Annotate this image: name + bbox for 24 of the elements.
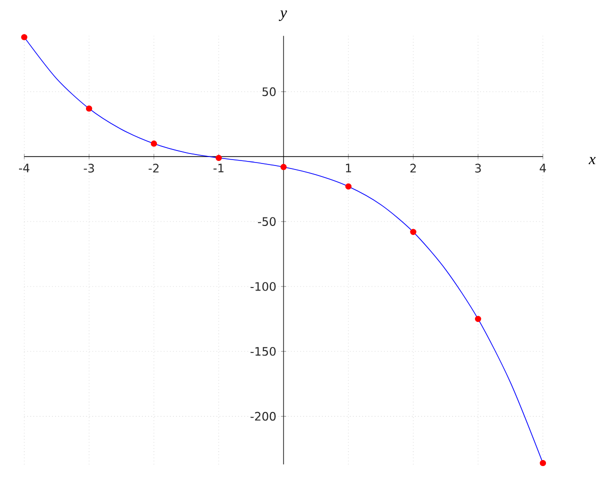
y-tick-label: -100 — [250, 282, 276, 292]
point — [540, 460, 546, 466]
x-tick-label: 4 — [540, 164, 546, 172]
point — [474, 316, 482, 322]
x-tick-label: 1 — [346, 164, 352, 172]
x-tick-label: -2 — [148, 164, 159, 173]
x-axis-title: x — [588, 157, 596, 164]
point — [345, 184, 352, 190]
x-tick-label: -1 — [214, 164, 224, 172]
point — [280, 164, 287, 170]
point — [86, 106, 92, 112]
y-tick-label: -50 — [258, 217, 276, 226]
point — [410, 228, 416, 236]
y-tick-label: -150 — [250, 347, 276, 356]
y-tick-label: -200 — [250, 412, 276, 421]
x-tick-label: 3 — [475, 164, 481, 173]
x-tick-label: 2 — [410, 164, 416, 173]
point — [216, 154, 222, 162]
point — [21, 34, 28, 40]
x-tick-label: -4 — [19, 164, 30, 172]
y-axis-title: y — [278, 10, 288, 22]
y-tick-label: 50 — [262, 87, 276, 96]
x-tick-label: -3 — [84, 164, 94, 173]
point — [150, 140, 158, 147]
